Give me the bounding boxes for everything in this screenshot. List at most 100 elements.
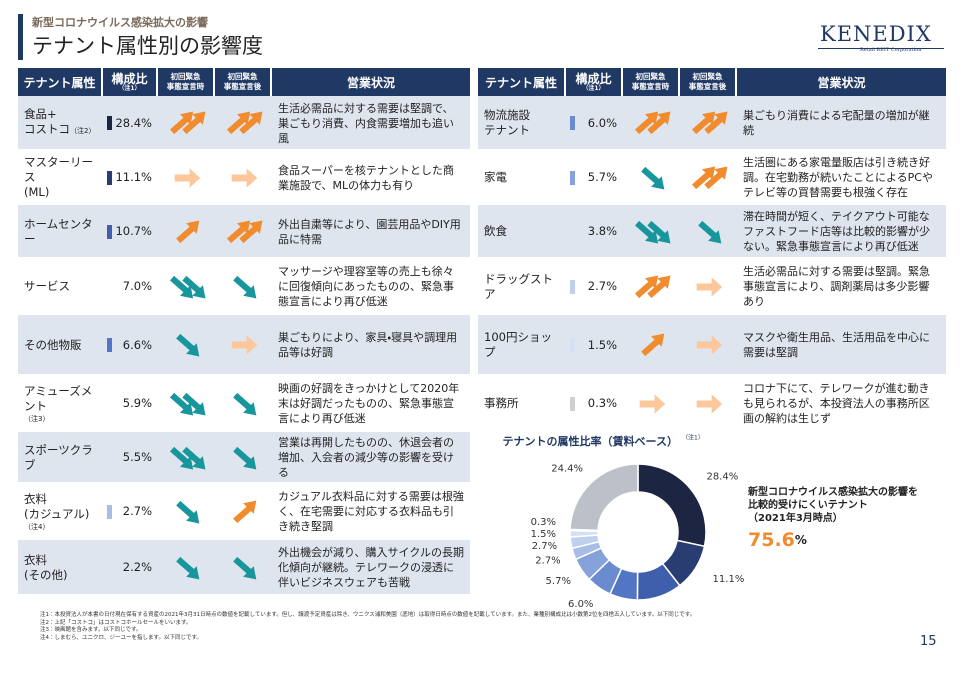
tenant-name: ドラッグストア	[484, 271, 553, 301]
header-text: 初回緊急	[170, 72, 201, 81]
trend-icon	[222, 273, 266, 301]
share-value: 7.0%	[122, 279, 152, 293]
trend-icon	[165, 390, 209, 418]
tenant-name: 物流施設	[484, 108, 530, 122]
trend-icon	[165, 331, 209, 359]
share-value: 6.6%	[122, 337, 152, 352]
status-text: 滞在時間が短く、テイクアウト可能なファストフード店等は比較的影響が少ない。緊急事…	[743, 210, 930, 253]
share-cell: 10.7%	[103, 205, 158, 258]
header-text: 事態宣言時	[166, 82, 205, 91]
status-cell: マスクや衛生用品、生活用品を中心に需要は堅調	[737, 315, 946, 375]
status-text: 食品スーパーを核テナントとした商業施設で、MLの体力も有り	[278, 163, 454, 192]
trend-icon	[165, 109, 209, 137]
share-bar	[107, 224, 112, 239]
title-accent	[18, 14, 23, 60]
footnote: 注1：本投資法人が本書の日付現在保有する資産の2021年3月31日時点の数値を記…	[40, 612, 696, 618]
slice-label: 1.5%	[531, 529, 556, 540]
status-text: 巣ごもりにより、家具・寝具や調理用品等は好調	[278, 331, 458, 359]
footnote: 注2：上記「コストコ」はコストコホールセールをいいます。	[40, 619, 192, 626]
share-cell: 7.0%	[103, 258, 158, 315]
name-note: （注4）	[24, 522, 50, 531]
name-cell: 衣料 (カジュアル) （注4）	[18, 483, 103, 540]
share-value: 5.9%	[122, 396, 152, 410]
name-cell: 100円ショップ	[478, 315, 566, 375]
page-number: 15	[920, 634, 937, 649]
logo: KENEDIX	[820, 22, 932, 46]
share-value: 28.4%	[115, 115, 152, 130]
annotation: （2021年3月時点）	[748, 511, 843, 524]
tenant-name: テナント	[484, 123, 530, 137]
trend-icon	[222, 164, 266, 192]
status-cell: 滞在時間が短く、テイクアウト可能なファストフード店等は比較的影響が少ない。緊急事…	[737, 205, 946, 258]
status-text: 生活圏にある家電量販店は引き続き好調。在宅勤務が続いたことによるPCやテレビ等の…	[743, 156, 933, 199]
status-text: マスクや衛生用品、生活用品を中心に需要は堅調	[743, 331, 930, 359]
slice-label: 2.7%	[535, 555, 560, 566]
share-value: 2.2%	[122, 560, 152, 574]
trend-icon	[165, 273, 209, 301]
share-cell: 6.6%	[103, 315, 158, 375]
status-text: 営業は再開したものの、休退会者の増加、入会者の減少等の影響を受ける	[278, 436, 454, 479]
table-row	[18, 96, 470, 150]
trend-icon	[630, 331, 674, 359]
share-cell: 6.0%	[566, 96, 623, 150]
share-value: 5.5%	[122, 450, 152, 464]
share-cell: 2.7%	[566, 258, 623, 315]
name-cell: 食品+ コストコ（注2）	[18, 96, 103, 150]
trend-icon	[687, 164, 731, 192]
tenant-name: 家電	[484, 170, 507, 184]
share-bar	[107, 504, 112, 519]
share-bar	[570, 170, 575, 185]
tenant-name: 100円ショップ	[484, 330, 552, 359]
tenant-name: 飲食	[484, 224, 507, 238]
trend-icon	[687, 390, 731, 418]
header-note: （注1）	[582, 84, 605, 92]
trend-icon	[165, 498, 209, 526]
tenant-name: ホームセンター	[24, 216, 93, 246]
trend-icon	[630, 109, 674, 137]
status-text: 映画の好調をきっかけとして2020年末は好調だったものの、緊急事態宣言により再び…	[278, 382, 460, 425]
trend-icon	[222, 498, 266, 526]
highlight-value: 75.6	[748, 529, 795, 551]
footnote: 注4：しまむら、ユニクロ、ジーユーを指します。以下同じです。	[40, 634, 202, 641]
tenant-name: 食品+	[24, 107, 57, 121]
slice-label: 11.1%	[713, 574, 745, 585]
share-cell: 5.9%	[103, 375, 158, 432]
trend-icon	[165, 218, 209, 246]
tenant-name: コストコ（注2）	[24, 122, 96, 136]
donut-slice	[637, 463, 707, 548]
status-cell: カジュアル衣料品に対する需要は根強く、在宅需要に対応する衣料品も引き続き堅調	[272, 483, 470, 540]
status-text: 巣ごもり消費による宅配量の増加が継続	[743, 109, 930, 137]
status-cell: 生活圏にある家電量販店は引き続き好調。在宅勤務が続いたことによるPCやテレビ等の…	[737, 150, 946, 205]
status-text: マッサージや理容室等の売上も徐々に回復傾向にあったものの、緊急事態宣言により再び…	[278, 265, 454, 308]
footnotes: 注1：本投資法人が本書の日付現在保有する資産の2021年3月31日時点の数値を記…	[40, 612, 920, 642]
annotation: 比較的受けにくいテナント	[748, 498, 868, 511]
share-cell: 11.1%	[103, 150, 158, 205]
share-value: 3.8%	[587, 224, 617, 238]
share-cell: 28.4%	[103, 96, 158, 150]
trend-icon	[222, 331, 266, 359]
status-cell: コロナ下にて、テレワークが進む動きも見られるが、本投資法人の事務所区画の解約は生…	[737, 375, 946, 432]
trend-icon	[687, 331, 731, 359]
tenant-name: その他物販	[24, 337, 82, 352]
share-bar	[570, 279, 575, 294]
status-text: 生活必需品に対する需要は堅調。緊急事態宣言により、調剤薬局は多少影響あり	[743, 265, 930, 308]
header-cell: テナント属性	[18, 68, 103, 96]
share-value: 1.5%	[587, 337, 617, 352]
status-text: 生活必需品に対する需要は堅調で、巣ごもり消費、内食需要増加も追い風	[278, 101, 454, 145]
name-cell: 事務所	[478, 375, 566, 432]
status-cell: 営業は再開したものの、休退会者の増加、入会者の減少等の影響を受ける	[272, 432, 470, 483]
trend-icon	[630, 218, 674, 246]
status-cell: 外出機会が減り、購入サイクルの長期化傾向が継続。テレワークの浸透に伴いビジネスウ…	[272, 540, 470, 595]
share-bar	[107, 116, 112, 130]
slice-label: 5.7%	[546, 576, 571, 587]
tenant-name: (その他)	[24, 567, 68, 582]
tenant-name: 衣料	[24, 491, 47, 506]
trend-icon	[222, 390, 266, 418]
status-cell: 食品スーパーを核テナントとした商業施設で、MLの体力も有り	[272, 150, 470, 205]
tenant-name: 事務所	[484, 396, 519, 410]
slice-label: 2.7%	[532, 541, 557, 552]
header-cell: 初回緊急 事態宣言後	[215, 68, 272, 96]
trend-icon	[687, 273, 731, 301]
header-cell: 営業状況	[737, 68, 946, 96]
